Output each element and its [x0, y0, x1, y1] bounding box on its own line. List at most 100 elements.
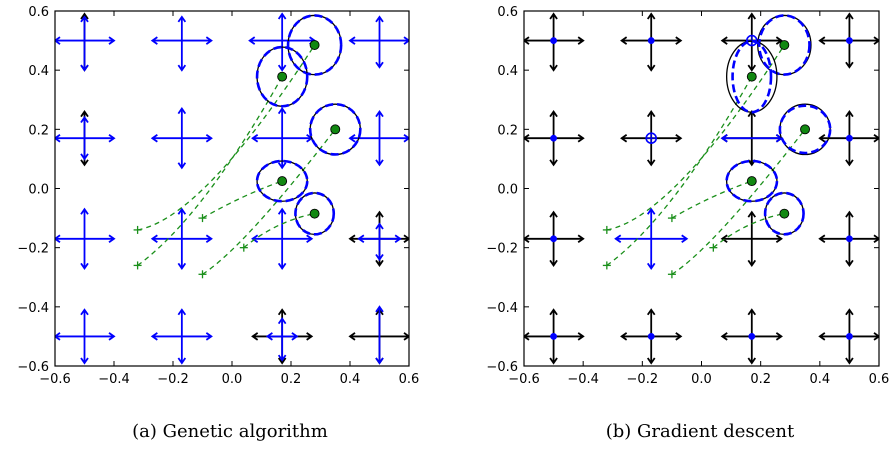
arrow-left-icon	[348, 36, 356, 45]
y-tick-label: −0.6	[17, 360, 49, 375]
arrow-down-icon	[646, 64, 656, 72]
arrow-right-icon	[108, 133, 116, 143]
target-point	[277, 176, 288, 187]
arrow-left-icon	[150, 36, 158, 45]
arrow-up-icon	[277, 107, 287, 115]
center-marker	[550, 332, 558, 340]
target-point	[309, 40, 320, 50]
vector-cross	[524, 12, 585, 72]
y-tick-label: 0.2	[497, 123, 518, 138]
trajectory-line	[243, 213, 315, 249]
vector-cross	[265, 317, 299, 362]
trajectory	[602, 44, 785, 234]
arrow-up-icon	[646, 207, 656, 215]
arrow-left-icon	[55, 234, 61, 244]
arrow-up-icon	[646, 110, 656, 118]
arrow-up-icon	[845, 308, 854, 316]
arrow-right-icon	[403, 332, 409, 341]
arrow-left-icon	[55, 133, 61, 143]
ellipse-blue	[778, 104, 832, 155]
arrow-left-icon	[55, 36, 61, 45]
arrow-left-icon	[524, 234, 530, 244]
arrow-left-icon	[150, 234, 158, 244]
arrow-left-icon	[614, 234, 622, 244]
arrow-right-icon	[577, 36, 585, 45]
arrow-down-icon	[80, 153, 89, 161]
x-tick-label: −0.6	[39, 372, 71, 387]
arrow-up-icon	[375, 222, 384, 230]
arrow-up-icon	[375, 110, 384, 118]
y-tick-label: 0.4	[497, 64, 518, 79]
center-marker	[845, 235, 853, 243]
arrow-down-icon	[747, 64, 757, 72]
arrow-up-icon	[375, 15, 384, 23]
arrow-left-icon	[150, 332, 158, 341]
ellipse-black	[725, 160, 778, 202]
arrow-right-icon	[775, 332, 783, 341]
arrow-left-icon	[251, 332, 259, 341]
arrow-right-icon	[205, 133, 213, 143]
arrow-right-icon	[403, 133, 409, 143]
vector-cross	[818, 210, 879, 267]
arrow-right-icon	[675, 36, 683, 45]
arrow-down-icon	[549, 259, 558, 267]
arrow-up-icon	[177, 207, 187, 215]
x-tick-label: −0.2	[157, 372, 189, 387]
arrow-down-icon	[177, 64, 187, 72]
trajectory	[667, 180, 753, 223]
arrow-right-icon	[394, 234, 402, 244]
arrow-down-icon	[80, 262, 89, 270]
target-point	[746, 71, 757, 82]
arrow-right-icon	[775, 36, 783, 45]
arrow-up-icon	[747, 12, 757, 20]
center-marker	[550, 235, 558, 243]
arrow-down-icon	[80, 64, 89, 72]
uncertainty-ellipse	[255, 159, 309, 203]
arrow-right-icon	[108, 332, 116, 341]
arrow-up-icon	[177, 308, 187, 316]
arrow-up-icon	[747, 308, 757, 316]
arrow-up-icon	[375, 305, 384, 313]
arrow-left-icon	[348, 332, 356, 341]
vector-cross	[614, 207, 689, 270]
y-tick-label: 0.0	[497, 183, 518, 198]
arrow-up-icon	[80, 115, 89, 124]
arrow-down-icon	[80, 159, 89, 167]
arrow-right-icon	[403, 36, 409, 45]
vector-cross	[150, 15, 213, 72]
arrow-right-icon	[108, 234, 116, 244]
uncertainty-ellipse	[778, 103, 832, 156]
arrow-down-icon	[80, 357, 89, 365]
y-tick-label: 0.4	[28, 64, 49, 79]
arrow-down-icon	[375, 253, 384, 262]
target-point	[779, 208, 790, 219]
y-tick-label: 0.6	[28, 5, 49, 20]
uncertainty-ellipse	[286, 14, 343, 76]
arrow-right-icon	[681, 234, 689, 244]
uncertainty-ellipse	[725, 39, 778, 114]
axes-frame	[523, 10, 880, 367]
x-tick-label: −0.4	[98, 372, 130, 387]
arrow-left-icon	[55, 332, 61, 341]
vector-cross	[620, 12, 683, 72]
y-tick-label: −0.4	[486, 301, 518, 316]
arrow-down-icon	[177, 162, 187, 170]
panel-caption: (a) Genetic algorithm	[132, 421, 328, 442]
y-tick-label: 0.2	[28, 123, 49, 138]
vector-cross	[720, 210, 783, 267]
arrow-down-icon	[177, 357, 187, 365]
vector-cross	[251, 207, 314, 270]
target-point	[779, 40, 790, 50]
arrow-up-icon	[646, 308, 656, 316]
uncertainty-ellipse	[294, 191, 336, 236]
trajectory-line	[202, 180, 283, 219]
ellipse-blue	[731, 39, 773, 114]
ellipse-blue	[763, 191, 805, 236]
arrow-up-icon	[747, 210, 757, 218]
arrow-left-icon	[251, 234, 259, 244]
arrow-right-icon	[675, 332, 683, 341]
arrow-down-icon	[845, 159, 854, 167]
arrow-down-icon	[277, 357, 287, 365]
target-point	[309, 208, 320, 219]
uncertainty-ellipse	[725, 159, 779, 203]
